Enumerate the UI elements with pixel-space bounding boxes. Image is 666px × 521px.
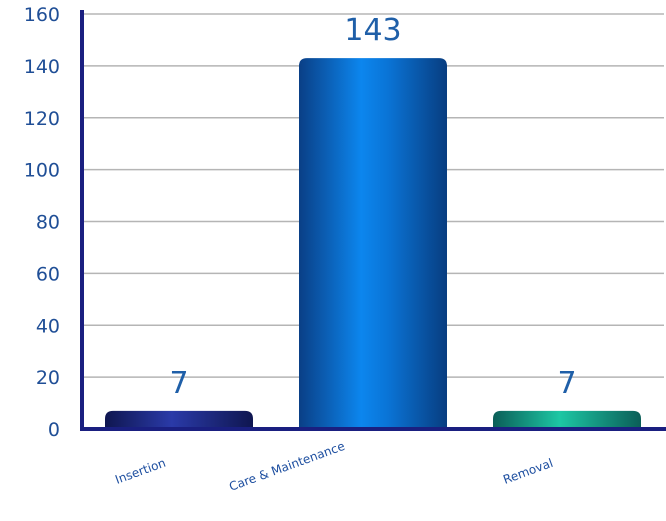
data-label: 143 xyxy=(344,13,401,48)
data-label: 7 xyxy=(557,366,576,401)
y-tick-label: 120 xyxy=(24,108,60,130)
x-category-label: Removal xyxy=(501,456,555,487)
bar-care-maintenance xyxy=(299,58,447,429)
y-tick-label: 60 xyxy=(36,263,60,285)
y-tick-label: 160 xyxy=(24,4,60,26)
data-labels: 7 143 7 xyxy=(169,13,576,401)
y-tick-label: 80 xyxy=(36,212,60,234)
x-category-label: Care & Maintenance xyxy=(227,439,346,494)
bar-removal xyxy=(493,410,641,429)
x-category-label: Insertion xyxy=(113,456,167,487)
y-tick-label: 0 xyxy=(48,419,60,441)
axes xyxy=(80,10,666,431)
y-tick-label: 140 xyxy=(24,56,60,78)
data-label: 7 xyxy=(169,366,188,401)
y-tick-label: 100 xyxy=(24,160,60,182)
x-axis-category-labels: Insertion Care & Maintenance Removal xyxy=(113,439,555,494)
bars xyxy=(105,58,641,429)
bar-insertion xyxy=(105,410,253,429)
y-axis-tick-labels: 0 20 40 60 80 100 120 140 160 xyxy=(24,4,60,441)
y-tick-label: 40 xyxy=(36,315,60,337)
y-tick-label: 20 xyxy=(36,367,60,389)
